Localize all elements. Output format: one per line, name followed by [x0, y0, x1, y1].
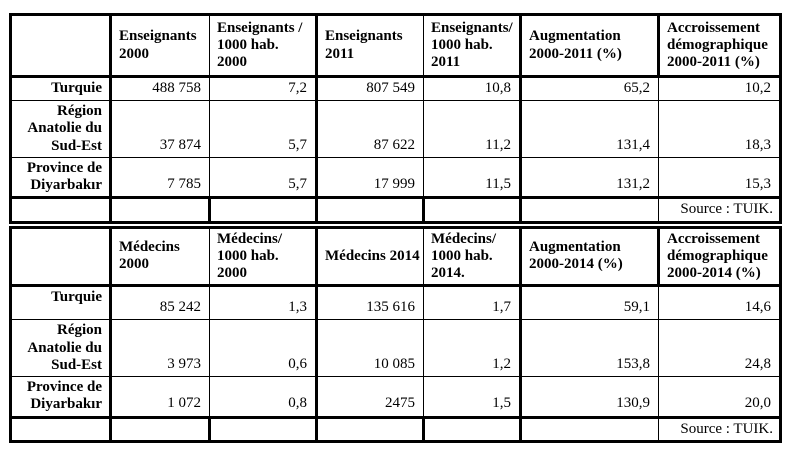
header-cell: Enseignants / 1000 hab. 2000	[209, 14, 317, 78]
value-cell: 135 616	[315, 285, 424, 321]
header-cell: Médecins/ 1000 hab. 2014.	[423, 226, 521, 288]
medecins-header-row: Médecins 2000 Médecins/ 1000 hab. 2000 M…	[10, 226, 781, 288]
source-cell: Source : TUIK.	[658, 416, 781, 442]
value-cell: 10 085	[315, 319, 424, 377]
value-cell: 7,2	[209, 76, 317, 101]
row-label-cell: Turquie	[10, 285, 111, 321]
value-cell: 1,3	[209, 285, 317, 321]
table-row: Province de Diyarbakır 1 072 0,8 2475 1,…	[10, 376, 781, 419]
empty-cell	[208, 416, 317, 442]
value-cell: 2475	[315, 376, 424, 419]
value-cell: 17 999	[315, 156, 424, 200]
value-cell: 1,7	[423, 285, 521, 321]
value-cell: 11,2	[423, 100, 521, 158]
header-cell: Augmentation 2000-2014 (%)	[519, 226, 659, 288]
value-cell: 10,8	[423, 76, 521, 101]
value-cell: 0,6	[209, 319, 317, 377]
value-cell: 5,7	[209, 156, 317, 200]
row-label-cell: Province de Diyarbakır	[10, 376, 111, 419]
value-cell: 85 242	[109, 285, 210, 321]
empty-cell	[315, 197, 424, 223]
row-label-cell: Province de Diyarbakır	[10, 156, 111, 200]
empty-cell	[315, 416, 424, 442]
header-cell: Médecins 2014	[315, 226, 424, 288]
value-cell: 18,3	[658, 100, 781, 158]
value-cell: 7 785	[109, 156, 210, 200]
enseignants-table: Enseignants 2000 Enseignants / 1000 hab.…	[9, 13, 782, 224]
value-cell: 131,4	[519, 100, 659, 158]
row-label-cell: Région Anatolie du Sud-Est	[10, 100, 111, 158]
value-cell: 14,6	[658, 285, 781, 321]
source-cell: Source : TUIK.	[658, 197, 781, 223]
value-cell: 131,2	[519, 156, 659, 200]
empty-cell	[422, 197, 521, 223]
value-cell: 10,2	[658, 76, 781, 101]
medecins-table: Médecins 2000 Médecins/ 1000 hab. 2000 M…	[9, 225, 782, 443]
header-cell: Enseignants/ 1000 hab. 2011	[423, 14, 521, 78]
header-cell: Enseignants 2000	[109, 14, 210, 78]
empty-cell	[422, 416, 521, 442]
header-cell: Accroissement démographique 2000-2011 (%…	[657, 14, 781, 78]
value-cell: 1 072	[109, 376, 210, 419]
value-cell: 1,5	[423, 376, 521, 419]
header-cell: Médecins 2000	[109, 226, 210, 288]
value-cell: 15,3	[658, 156, 781, 200]
value-cell: 488 758	[109, 76, 210, 101]
value-cell: 24,8	[658, 319, 781, 377]
row-label-cell: Turquie	[10, 76, 111, 101]
row-label-cell: Région Anatolie du Sud-Est	[10, 319, 111, 377]
header-cell: Enseignants 2011	[315, 14, 424, 78]
value-cell: 153,8	[519, 319, 659, 377]
value-cell: 130,9	[519, 376, 659, 419]
corner-cell	[10, 14, 111, 78]
header-cell: Accroissement démographique 2000-2014 (%…	[657, 226, 781, 288]
table-row: Turquie 85 242 1,3 135 616 1,7 59,1 14,6	[10, 285, 781, 321]
table-row: Région Anatolie du Sud-Est 37 874 5,7 87…	[10, 100, 781, 158]
empty-cell	[10, 416, 111, 442]
value-cell: 65,2	[519, 76, 659, 101]
table-row: Province de Diyarbakır 7 785 5,7 17 999 …	[10, 156, 781, 200]
source-row: Source : TUIK.	[10, 197, 781, 223]
value-cell: 87 622	[315, 100, 424, 158]
empty-cell	[109, 416, 210, 442]
value-cell: 37 874	[109, 100, 210, 158]
table-row: Région Anatolie du Sud-Est 3 973 0,6 10 …	[10, 319, 781, 377]
value-cell: 1,2	[423, 319, 521, 377]
value-cell: 11,5	[423, 156, 521, 200]
header-cell: Médecins/ 1000 hab. 2000	[209, 226, 317, 288]
value-cell: 5,7	[209, 100, 317, 158]
empty-cell	[519, 197, 659, 223]
empty-cell	[10, 197, 111, 223]
value-cell: 807 549	[315, 76, 424, 101]
empty-cell	[109, 197, 210, 223]
empty-cell	[208, 197, 317, 223]
source-row: Source : TUIK.	[10, 416, 781, 442]
enseignants-header-row: Enseignants 2000 Enseignants / 1000 hab.…	[10, 14, 781, 78]
empty-cell	[519, 416, 659, 442]
header-cell: Augmentation 2000-2011 (%)	[519, 14, 659, 78]
value-cell: 3 973	[109, 319, 210, 377]
value-cell: 20,0	[658, 376, 781, 419]
table-row: Turquie 488 758 7,2 807 549 10,8 65,2 10…	[10, 76, 781, 101]
value-cell: 59,1	[519, 285, 659, 321]
value-cell: 0,8	[209, 376, 317, 419]
corner-cell	[10, 226, 111, 288]
